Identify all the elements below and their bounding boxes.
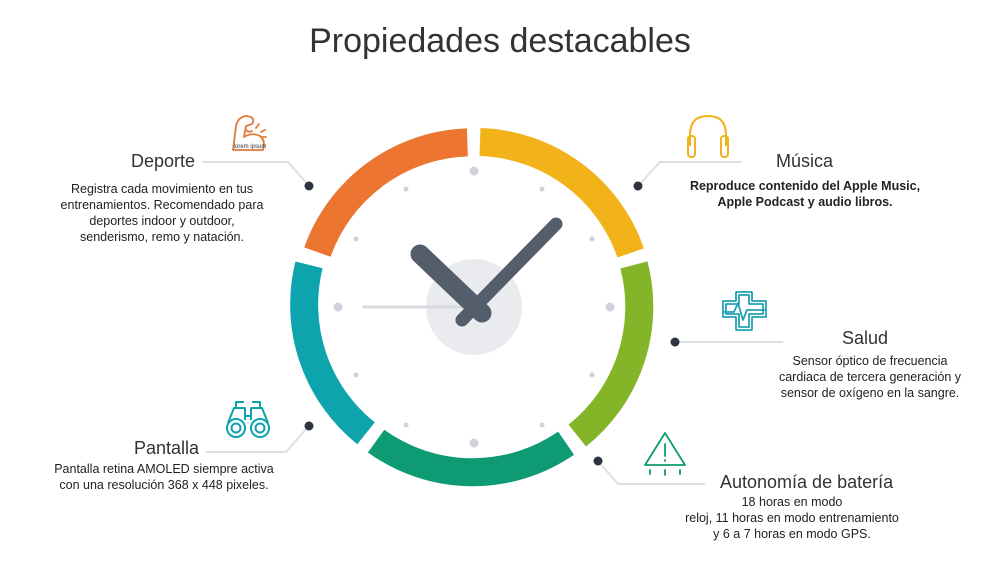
connector-musica: [637, 161, 742, 187]
page-title: Propiedades destacables: [309, 22, 691, 60]
desc-musica: Reproduce contenido del Apple Music, App…: [660, 178, 950, 210]
label-pantalla: Pantalla: [134, 438, 200, 458]
tick-12: [469, 166, 479, 176]
connector-dot-deporte: [304, 181, 314, 191]
desc-salud-line-3: sensor de oxígeno en la sangre.: [780, 386, 960, 400]
desc-deporte-line-2: entrenamientos. Recomendado para: [60, 198, 264, 212]
connector-dot-salud: [670, 337, 680, 347]
hour-hand: [410, 244, 492, 323]
connector-dot-bateria: [593, 456, 603, 466]
connector-deporte: [202, 161, 310, 187]
arm-icon-text: lorem ipsum: [234, 144, 267, 150]
segment-musica: [479, 128, 644, 258]
tick-9: [333, 302, 343, 312]
desc-pantalla-line-2: con una resolución 368 x 448 pixeles.: [59, 478, 269, 492]
tick-5: [539, 422, 545, 428]
desc-salud-line-1: Sensor óptico de frecuencia: [792, 354, 948, 368]
desc-salud: Sensor óptico de frecuencia cardiaca de …: [755, 353, 985, 401]
arm-icon: [232, 115, 267, 151]
health-cross-icon: [722, 291, 767, 331]
tick-4: [589, 372, 595, 378]
connector-dot-pantalla: [304, 421, 314, 431]
segment-deporte: [304, 128, 469, 258]
connector-bateria: [597, 460, 705, 485]
segment-bateria: [367, 429, 575, 487]
connector-dot-musica: [633, 181, 643, 191]
tick-7: [403, 422, 409, 428]
desc-salud-line-2: cardiaca de tercera generación y: [778, 370, 962, 384]
desc-pantalla: Pantalla retina AMOLED siempre activa co…: [28, 461, 300, 493]
connector-pantalla: [206, 425, 310, 453]
tick-10: [353, 236, 359, 242]
desc-bateria-line-2: reloj, 11 horas en modo entrenamiento: [685, 511, 899, 525]
desc-deporte-line-1: Registra cada movimiento en tus: [70, 182, 254, 196]
label-salud: Salud: [842, 328, 889, 348]
label-bateria: Autonomía de batería: [720, 472, 894, 492]
desc-deporte: Registra cada movimiento en tus entrenam…: [32, 181, 292, 245]
desc-musica-line-1: Reproduce contenido del Apple Music,: [689, 179, 921, 193]
segment-salud: [568, 261, 654, 447]
desc-deporte-line-4: senderismo, remo y natación.: [80, 230, 244, 244]
desc-deporte-line-3: deportes indoor y outdoor,: [89, 214, 235, 228]
desc-pantalla-line-1: Pantalla retina AMOLED siempre activa: [54, 462, 274, 476]
hour-ticks: [333, 166, 615, 448]
tick-8: [353, 372, 359, 378]
label-deporte: Deporte: [131, 151, 196, 171]
tick-6: [469, 438, 479, 448]
desc-musica-line-2: Apple Podcast y audio libros.: [717, 195, 893, 209]
segment-pantalla: [290, 261, 375, 445]
tick-3: [605, 302, 615, 312]
tick-1: [539, 186, 545, 192]
desc-bateria-line-3: y 6 a 7 horas en modo GPS.: [713, 527, 871, 541]
desc-bateria-line-1: 18 horas en modo: [741, 495, 843, 509]
headphones-icon: [687, 115, 729, 158]
desc-bateria: 18 horas en modo reloj, 11 horas en modo…: [662, 494, 922, 542]
binoculars-icon: [226, 401, 270, 438]
label-musica: Música: [776, 151, 834, 171]
warning-icon: [644, 432, 686, 476]
tick-11: [403, 186, 409, 192]
tick-2: [589, 236, 595, 242]
